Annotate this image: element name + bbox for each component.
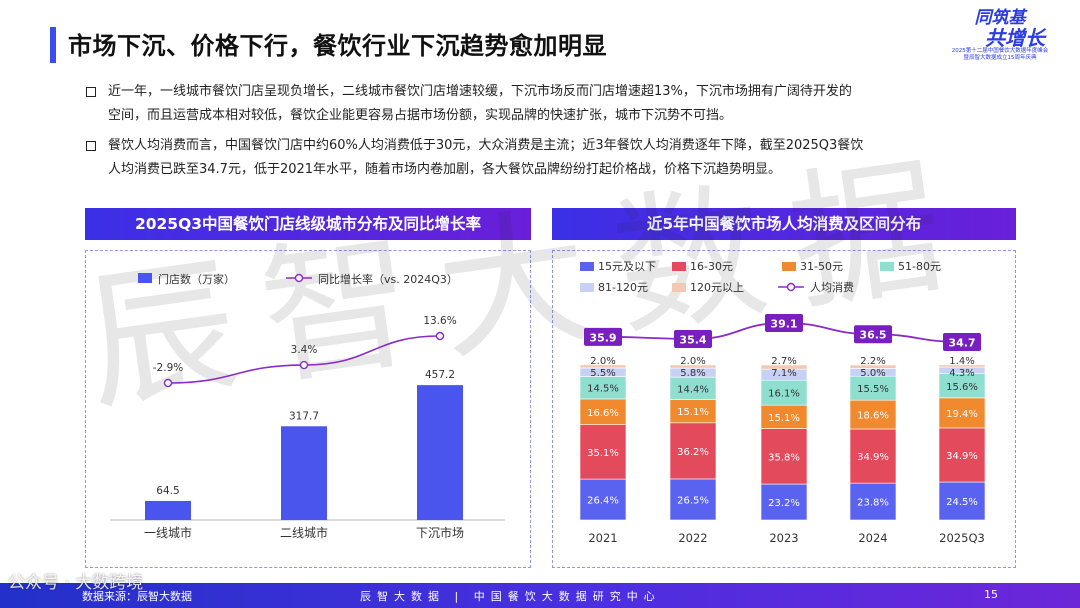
bullet-line: 餐饮人均消费而言，中国餐饮门店中约60%人均消费低于30元，大众消费是主流；近3… — [108, 138, 864, 153]
wechat-watermark: 公众号 · 大数跨境 — [8, 573, 144, 593]
footer-source: 数据来源：辰智大数据 — [82, 590, 192, 603]
bullet-item: 近一年，一线城市餐饮门店呈现负增长，二线城市餐饮门店增速较缓，下沉市场反而门店增… — [86, 80, 1006, 128]
page-title: 市场下沉、价格下行，餐饮行业下沉趋势愈加明显 — [68, 32, 607, 60]
left-chart-title: 2025Q3中国餐饮门店线级城市分布及同比增长率 — [85, 208, 531, 240]
right-chart-frame — [552, 250, 1016, 568]
footer-center-text: 辰智大数据 | 中国餐饮大数据研究中心 — [360, 590, 661, 603]
logo-text-2: 共增长 — [985, 26, 1045, 50]
left-chart-frame — [85, 250, 531, 568]
footer-bar: 数据来源：辰智大数据 辰智大数据 | 中国餐饮大数据研究中心 15 — [0, 583, 1080, 608]
bullet-line: 空间，而且运营成本相对较低，餐饮企业能更容易占据市场份额，实现品牌的快速扩张，城… — [108, 108, 733, 123]
square-bullet-icon — [86, 141, 96, 151]
bullet-item: 餐饮人均消费而言，中国餐饮门店中约60%人均消费低于30元，大众消费是主流；近3… — [86, 134, 1006, 182]
right-chart-title: 近5年中国餐饮市场人均消费及区间分布 — [552, 208, 1016, 240]
bullet-line: 人均消费已跌至34.7元，低于2021年水平，随着市场内卷加剧，各大餐饮品牌纷纷… — [108, 162, 782, 177]
logo-subtitle-1: 2025第十二届中国餐饮大数据年度峰会 — [951, 48, 1049, 54]
event-logo: 同筑基 共增长 2025第十二届中国餐饮大数据年度峰会 暨辰智大数据成立15周年… — [940, 8, 1060, 78]
logo-subtitle-2: 暨辰智大数据成立15周年庆典 — [963, 55, 1037, 61]
title-accent-bar — [50, 27, 56, 63]
square-bullet-icon — [86, 87, 96, 97]
bullet-line: 近一年，一线城市餐饮门店呈现负增长，二线城市餐饮门店增速较缓，下沉市场反而门店增… — [108, 84, 852, 99]
page-number: 15 — [984, 588, 998, 601]
bullet-list: 近一年，一线城市餐饮门店呈现负增长，二线城市餐饮门店增速较缓，下沉市场反而门店增… — [86, 80, 1006, 188]
logo-text-1: 同筑基 — [974, 8, 1026, 28]
